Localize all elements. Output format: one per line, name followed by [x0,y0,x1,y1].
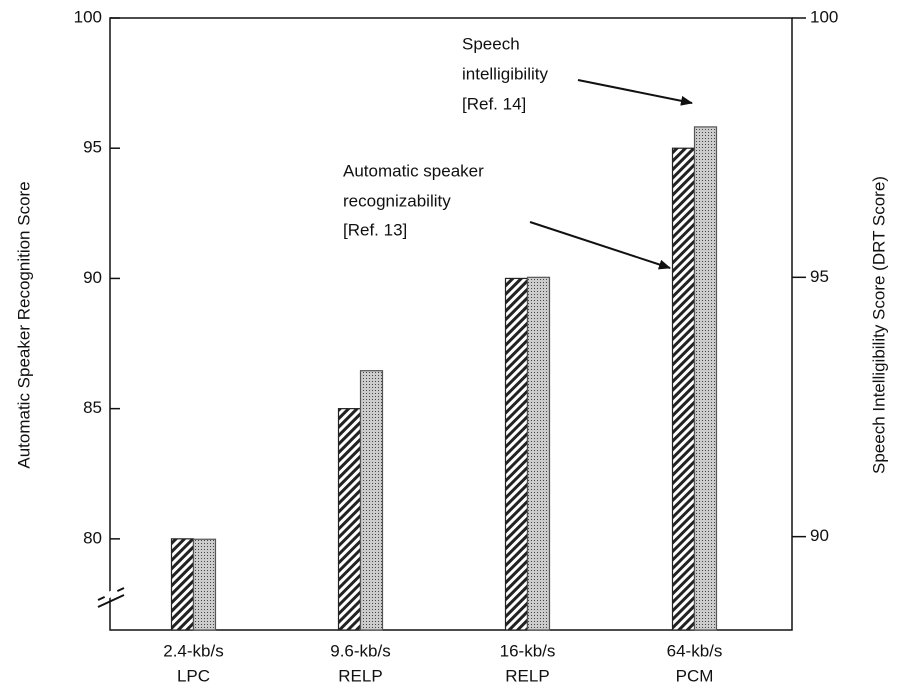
bar [337,408,362,631]
annotation-line: [Ref. 14] [462,94,526,113]
y-tick-label: 80 [83,528,102,547]
annotation-recognizability: Automatic speaker recognizability [Ref. … [343,161,671,270]
annotation-speech: Speech intelligibility [Ref. 14] [462,34,693,113]
x-tick-label: RELP [338,666,382,685]
annotation-line: Speech [462,34,520,53]
bar [671,147,696,631]
y2-tick-label: 100 [810,7,838,26]
y-tick-label: 85 [83,398,102,417]
bar [526,276,551,631]
y2-tick-label: 95 [810,267,829,286]
bar [192,538,217,631]
plot-frame [109,17,793,631]
x-tick-label: 16-kb/s [500,641,556,660]
y2-axis-label: Speech Intelligibility Score (DRT Score) [869,176,888,474]
x-tick-label: LPC [177,666,210,685]
x-tick-label: PCM [676,666,714,685]
annotation-line: intelligibility [462,64,548,83]
x-tick-label: 2.4-kb/s [163,641,223,660]
bar [693,126,718,631]
x-tick-label: RELP [505,666,549,685]
annotation-arrow [577,79,693,106]
annotation-line: [Ref. 13] [343,220,407,239]
y-tick-label: 90 [83,268,102,287]
x-tick-label: 9.6-kb/s [330,641,390,660]
x-tick-label: 64-kb/s [667,641,723,660]
annotation-line: recognizability [343,191,451,210]
bar [359,370,384,631]
axis-break-gap [103,588,119,600]
annotation-arrow [529,221,671,270]
y-tick-label: 95 [83,138,102,157]
y2-tick-label: 90 [810,526,829,545]
bar [504,277,529,631]
y-tick-label: 100 [74,7,102,26]
y-axis-label: Automatic Speaker Recognition Score [14,181,33,468]
annotation-line: Automatic speaker [343,161,484,180]
bar [170,538,195,631]
